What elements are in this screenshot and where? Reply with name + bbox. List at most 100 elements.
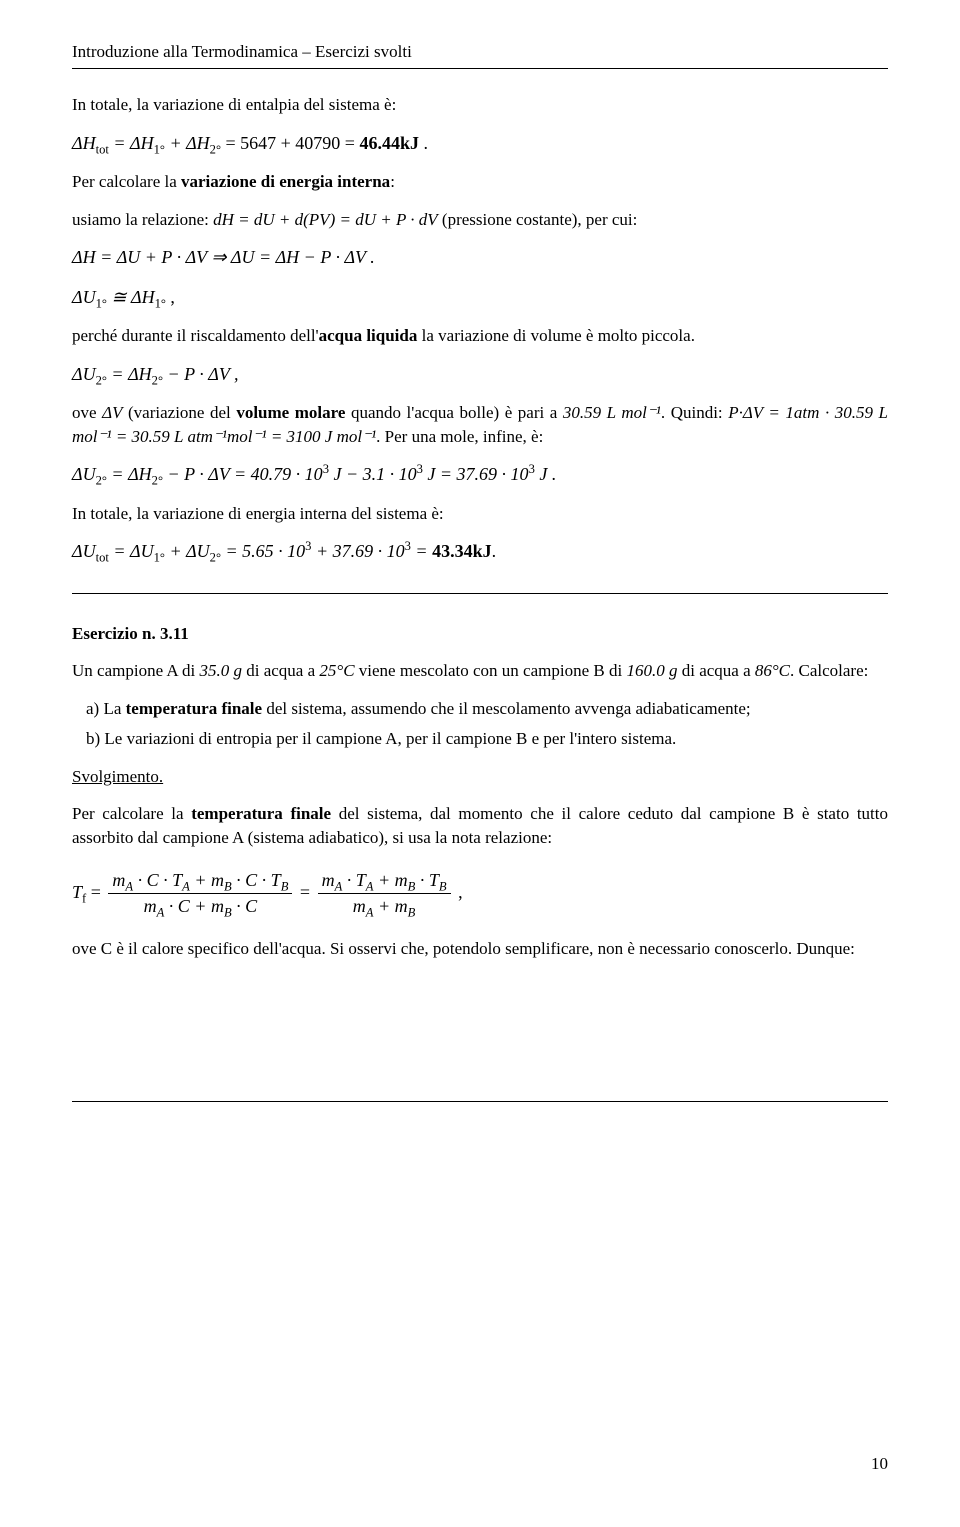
frac1-den: mA · C + mB · C xyxy=(108,893,292,919)
eq7s1: 1° xyxy=(154,551,165,565)
eq7s0: tot xyxy=(96,551,109,565)
p4c: la variazione di volume è molto piccola. xyxy=(417,326,695,345)
frac-2: mA · TA + mB · TB mA + mB xyxy=(318,868,451,919)
eq1-mid: = ΔH xyxy=(109,133,154,153)
p5h: . Per una mole, infine, è: xyxy=(376,427,543,446)
running-head: Introduzione alla Termodinamica – Eserci… xyxy=(72,40,888,64)
p2a: Per calcolare la xyxy=(72,172,181,191)
eq7e: + 37.69 · 10 xyxy=(311,541,404,561)
exp1f: 160.0 g xyxy=(626,661,677,680)
eq7g: . xyxy=(492,541,497,561)
eq1-sub1: 1° xyxy=(154,142,165,156)
eq5c: − P · ΔV , xyxy=(163,364,239,384)
exp1b: 35.0 g xyxy=(199,661,242,680)
exp1h: 86°C xyxy=(755,661,790,680)
p7b: temperatura finale xyxy=(191,804,331,823)
eq1-result: 46.44kJ xyxy=(359,133,419,153)
eq1-nums: = 5647 + 40790 = xyxy=(221,133,359,153)
li_a_a: a) La xyxy=(86,699,126,718)
eq4s1: 1° xyxy=(96,296,107,310)
page-number: 10 xyxy=(871,1452,888,1476)
frac-1: mA · C · TA + mB · C · TB mA · C + mB · … xyxy=(108,868,292,919)
eq1-sub2: 2° xyxy=(210,142,221,156)
para-relazione: usiamo la relazione: dH = dU + d(PV) = d… xyxy=(72,208,888,232)
para-intro-2: Per calcolare la variazione di energia i… xyxy=(72,170,888,194)
para-temp-finale: Per calcolare la temperatura finale del … xyxy=(72,802,888,850)
eq7f: = xyxy=(411,541,432,561)
eq1-sub-tot: tot xyxy=(96,142,109,156)
eq1-dot: . xyxy=(419,133,428,153)
eq7res: 43.34kJ xyxy=(432,541,492,561)
footer-rule xyxy=(72,1101,888,1102)
p5b: (variazione del xyxy=(122,403,236,422)
frac-eq1: = xyxy=(86,882,105,902)
eq6c: − P · ΔV = 40.79 · 10 xyxy=(163,464,323,484)
eq4c: , xyxy=(166,287,175,307)
p4a: perché durante il riscaldamento dell' xyxy=(72,326,319,345)
eq6s1: 2° xyxy=(96,474,107,488)
list-item-b: b) Le variazioni di entropia per il camp… xyxy=(108,727,888,751)
p3a: usiamo la relazione: xyxy=(72,210,213,229)
eq6b: = ΔH xyxy=(107,464,152,484)
eq2: dH = dU + d(PV) = dU + P · dV xyxy=(213,210,438,229)
eq6e: J = 37.69 · 10 xyxy=(423,464,529,484)
para-calorespecifico: ove C è il calore specifico dell'acqua. … xyxy=(72,937,888,961)
para-intro-1: In totale, la variazione di entalpia del… xyxy=(72,93,888,117)
frac2-num: mA · TA + mB · TB xyxy=(318,868,451,893)
li_a_c: del sistema, assumendo che il mescolamen… xyxy=(262,699,751,718)
p4b: acqua liquida xyxy=(319,326,418,345)
svolgimento: Svolgimento. xyxy=(72,765,888,789)
exp1e: viene mescolato con un campione B di xyxy=(355,661,627,680)
eq4a: ΔU xyxy=(72,287,96,307)
exp1c: di acqua a xyxy=(242,661,319,680)
para-volume-molare: ove ΔV (variazione del volume molare qua… xyxy=(72,401,888,449)
exp1i: . Calcolare: xyxy=(790,661,868,680)
eq-dUtot: ΔUtot = ΔU1° + ΔU2° = 5.65 · 103 + 37.69… xyxy=(72,539,888,564)
p5a: ove xyxy=(72,403,102,422)
eq6d: J − 3.1 · 10 xyxy=(329,464,417,484)
eq5b: = ΔH xyxy=(107,364,152,384)
p5c: volume molare xyxy=(236,403,345,422)
li_a_b: temperatura finale xyxy=(126,699,262,718)
eq7d: = 5.65 · 10 xyxy=(221,541,305,561)
page-container: Introduzione alla Termodinamica – Eserci… xyxy=(0,0,960,1500)
frac1-num: mA · C · TA + mB · C · TB xyxy=(108,868,292,893)
p2b: variazione di energia interna xyxy=(181,172,390,191)
exp1d: 25°C xyxy=(319,661,354,680)
eq-dU: ΔH = ΔU + P · ΔV ⇒ ΔU = ΔH − P · ΔV . xyxy=(72,245,888,270)
eq5a: ΔU xyxy=(72,364,96,384)
para-liquida: perché durante il riscaldamento dell'acq… xyxy=(72,324,888,348)
eq5s2: 2° xyxy=(152,373,163,387)
p7a: Per calcolare la xyxy=(72,804,191,823)
exercise-head: Esercizio n. 3.11 xyxy=(72,622,888,646)
eq7b: = ΔU xyxy=(109,541,154,561)
eq-dU2calc: ΔU2° = ΔH2° − P · ΔV = 40.79 · 103 J − 3… xyxy=(72,462,888,487)
list-item-a: a) La temperatura finale del sistema, as… xyxy=(108,697,888,721)
section-rule xyxy=(72,593,888,594)
exercise-statement: Un campione A di 35.0 g di acqua a 25°C … xyxy=(72,659,888,683)
p5dv: ΔV xyxy=(102,403,122,422)
eq1-lhs: ΔH xyxy=(72,133,96,153)
p5e: 30.59 L mol⁻¹ xyxy=(563,403,661,422)
eq7c: + ΔU xyxy=(165,541,210,561)
header-rule xyxy=(72,68,888,69)
eq6s2: 2° xyxy=(152,474,163,488)
eq-dU2: ΔU2° = ΔH2° − P · ΔV , xyxy=(72,362,888,387)
frac2-den: mA + mB xyxy=(318,893,451,919)
p5f: . Quindi: xyxy=(661,403,728,422)
svolg-label: Svolgimento. xyxy=(72,767,163,786)
p2c: : xyxy=(390,172,395,191)
frac-lhs: T xyxy=(72,882,82,902)
para-totale: In totale, la variazione di energia inte… xyxy=(72,502,888,526)
eq4s2: 1° xyxy=(155,296,166,310)
eq-dU1: ΔU1° ≅ ΔH1° , xyxy=(72,285,888,310)
eq-dHtot: ΔHtot = ΔH1° + ΔH2° = 5647 + 40790 = 46.… xyxy=(72,131,888,156)
eq7a: ΔU xyxy=(72,541,96,561)
eq5s1: 2° xyxy=(96,373,107,387)
eq1-plus: + ΔH xyxy=(165,133,210,153)
eq6a: ΔU xyxy=(72,464,96,484)
eq4b: ≅ ΔH xyxy=(107,287,155,307)
eq-Tf: Tf = mA · C · TA + mB · C · TB mA · C + … xyxy=(72,868,888,919)
exp1g: di acqua a xyxy=(677,661,754,680)
exp1a: Un campione A di xyxy=(72,661,199,680)
